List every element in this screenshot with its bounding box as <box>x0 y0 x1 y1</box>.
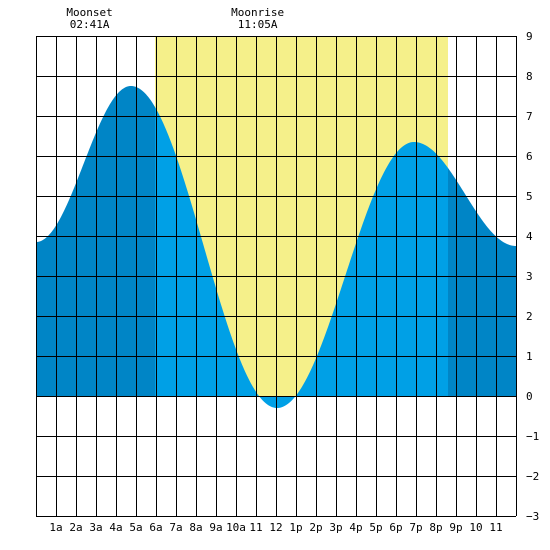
y-tick-label: 8 <box>526 70 533 83</box>
x-tick-label: 5a <box>129 521 142 534</box>
y-tick-label: 1 <box>526 350 533 363</box>
x-tick-label: 5p <box>369 521 382 534</box>
y-tick-label: 2 <box>526 310 533 323</box>
x-tick-label: 6a <box>149 521 162 534</box>
tide-area-layer <box>36 86 516 408</box>
y-tick-label: 9 <box>526 30 533 43</box>
x-tick-label: 12 <box>269 521 282 534</box>
grid-layer <box>36 36 517 517</box>
y-tick-label: 7 <box>526 110 533 123</box>
y-tick-label: 5 <box>526 190 533 203</box>
x-tick-labels: 1a 2a 3a 4a 5a 6a 7a 8a 9a 10a 11 12 1p 2p 3p 4p 5p 6p 7p 8… <box>49 521 502 534</box>
y-tick-label: 4 <box>526 230 533 243</box>
x-tick-label: 7p <box>409 521 422 534</box>
x-tick-label: 2a <box>69 521 82 534</box>
x-tick-label: 6p <box>389 521 402 534</box>
x-tick-label: 1a <box>49 521 62 534</box>
tide-area-night-morning <box>36 86 155 396</box>
x-tick-label: 3p <box>329 521 342 534</box>
y-tick-labels: 9 8 7 6 5 4 3 2 1 0 −1 −2 −3 <box>526 30 539 523</box>
moon-event-name: Moonset <box>66 6 112 19</box>
x-tick-label: 7a <box>169 521 182 534</box>
x-tick-label: 10 <box>469 521 482 534</box>
tide-area-night-evening <box>448 168 516 396</box>
x-tick-label: 4p <box>349 521 362 534</box>
x-tick-label: 4a <box>109 521 122 534</box>
y-tick-label: −3 <box>526 510 539 523</box>
y-tick-label: 3 <box>526 270 533 283</box>
y-tick-label: −1 <box>526 430 539 443</box>
x-tick-label: 8p <box>429 521 442 534</box>
x-tick-label: 11 <box>489 521 502 534</box>
tide-area-day <box>155 107 448 408</box>
x-tick-label: 11 <box>249 521 262 534</box>
x-tick-label: 9p <box>449 521 462 534</box>
x-tick-label: 3a <box>89 521 102 534</box>
moon-event-time: 11:05A <box>238 18 278 31</box>
y-tick-label: −2 <box>526 470 539 483</box>
y-tick-label: 0 <box>526 390 533 403</box>
y-tick-label: 6 <box>526 150 533 163</box>
moon-event-name: Moonrise <box>231 6 284 19</box>
x-tick-label: 1p <box>289 521 302 534</box>
x-tick-label: 2p <box>309 521 322 534</box>
x-tick-label: 8a <box>189 521 202 534</box>
x-tick-label: 9a <box>209 521 222 534</box>
moon-event-time: 02:41A <box>70 18 110 31</box>
x-tick-label: 10a <box>226 521 246 534</box>
